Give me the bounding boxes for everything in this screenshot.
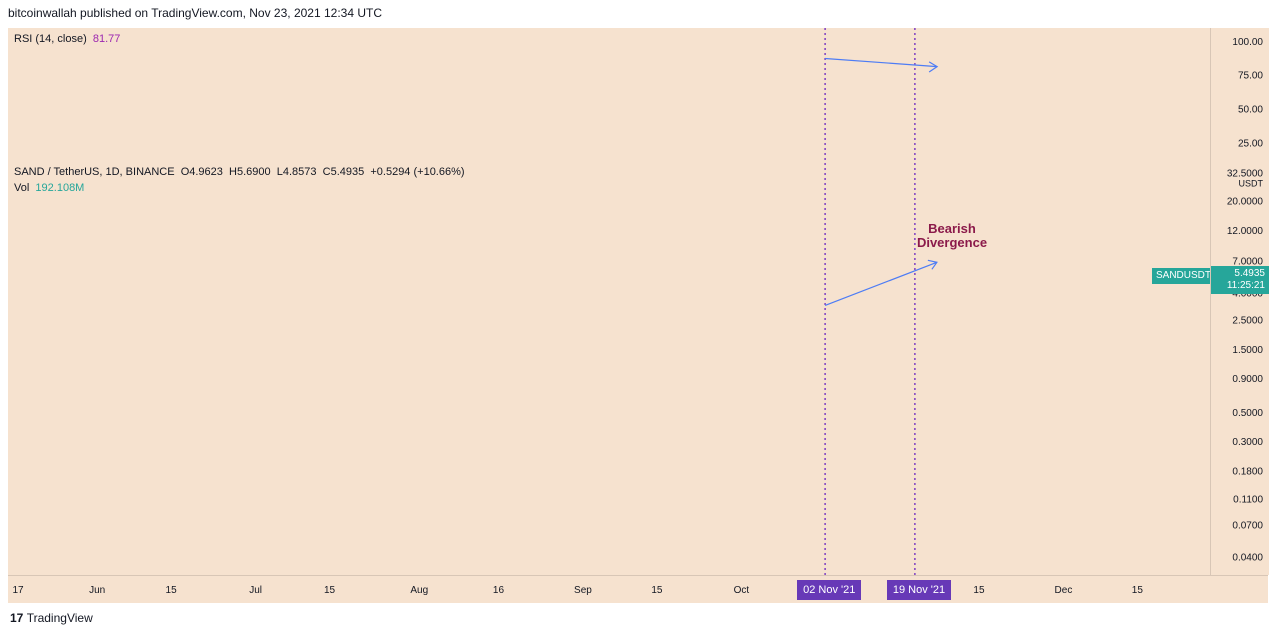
close-value: C5.4935 xyxy=(322,166,365,178)
symbol-label: SAND / TetherUS, 1D, BINANCE xyxy=(14,166,175,178)
annotation-line1: Bearish xyxy=(928,221,976,236)
rsi-legend[interactable]: RSI (14, close) 81.77 xyxy=(14,33,120,45)
publisher-header: bitcoinwallah published on TradingView.c… xyxy=(8,6,383,20)
price-axis-tick: 0.3000 xyxy=(1232,437,1263,448)
low-value: L4.8573 xyxy=(276,166,317,178)
price-axis-tick: 0.5000 xyxy=(1232,408,1263,419)
rsi-legend-value: 81.77 xyxy=(92,33,121,45)
time-axis-tick: 15 xyxy=(1132,585,1144,596)
time-axis-tick: Jun xyxy=(89,585,105,596)
countdown-value: 11:25:21 xyxy=(1226,279,1265,291)
vol-label: Vol xyxy=(14,182,30,194)
vol-legend[interactable]: Vol 192.108M xyxy=(14,182,84,194)
time-axis-tick: Sep xyxy=(574,585,592,596)
rsi-axis-tick: 75.00 xyxy=(1238,71,1263,82)
chart-frame[interactable]: RSI (14, close) 81.77 SAND / TetherUS, 1… xyxy=(8,28,1216,575)
rsi-divergence-arrow xyxy=(825,57,938,68)
overlay-layer xyxy=(824,28,939,575)
bearish-divergence-annotation: Bearish Divergence xyxy=(906,222,998,250)
time-axis-canvas: 17Jun15Jul15Aug16Sep15Oct18Nov15Dec15 xyxy=(12,585,1144,596)
price-axis-tick: 2.5000 xyxy=(1232,316,1263,327)
open-value: O4.9623 xyxy=(180,166,223,178)
rsi-axis-tick: 50.00 xyxy=(1238,105,1263,116)
time-axis-tick: Jul xyxy=(249,585,262,596)
rsi-legend-label: RSI (14, close) xyxy=(14,33,87,45)
time-axis-tick: 15 xyxy=(166,585,178,596)
high-value: H5.6900 xyxy=(229,166,271,178)
time-axis-tick: 15 xyxy=(651,585,663,596)
chart-canvas[interactable] xyxy=(8,28,1210,575)
price-axis-tick: 12.0000 xyxy=(1227,226,1264,237)
price-axis-tick: 0.0700 xyxy=(1232,520,1263,531)
price-axis-tick: 0.0400 xyxy=(1232,553,1263,564)
price-axis-tick: 0.1100 xyxy=(1233,495,1263,506)
last-price-value: 5.4935 xyxy=(1234,267,1265,279)
price-legend[interactable]: SAND / TetherUS, 1D, BINANCE O4.9623 H5.… xyxy=(14,166,465,178)
chart-background xyxy=(8,28,1210,575)
price-arrow-head xyxy=(927,259,938,270)
time-axis[interactable]: 17Jun15Jul15Aug16Sep15Oct18Nov15Dec15 02… xyxy=(8,575,1268,603)
price-axis-tick: 32.5000 xyxy=(1227,169,1264,180)
last-price-tag: 5.4935 11:25:21 xyxy=(1211,265,1269,294)
time-axis-tick: 15 xyxy=(324,585,336,596)
rsi-axis-tick: 100.00 xyxy=(1232,37,1263,48)
tradingview-logo-mark: 17 xyxy=(10,611,24,625)
time-axis-tick: 15 xyxy=(973,585,985,596)
rsi-arrow-head xyxy=(928,61,939,73)
change-value: +0.5294 (+10.66%) xyxy=(370,166,465,178)
price-axis-tick: 0.1800 xyxy=(1232,466,1263,477)
price-axis-canvas: 100.00 75.00 50.00 25.00 32.5000 20.0000 12.00… xyxy=(1227,37,1264,564)
time-axis-tick: Dec xyxy=(1055,585,1073,596)
price-axis-tick: 4.0000 xyxy=(1232,289,1263,300)
time-axis-tick: 17 xyxy=(12,585,24,596)
tradingview-logo[interactable]: 17 TradingView xyxy=(10,611,93,625)
annotation-line2: Divergence xyxy=(916,235,988,250)
time-axis-tick: 16 xyxy=(493,585,505,596)
tradingview-logo-text: TradingView xyxy=(26,611,93,625)
time-axis-tick: Oct xyxy=(734,585,750,596)
price-axis-tick: 0.9000 xyxy=(1232,374,1263,385)
price-axis-tick: 20.0000 xyxy=(1227,197,1264,208)
time-axis-tick: Aug xyxy=(410,585,428,596)
rsi-axis-tick: 25.00 xyxy=(1238,139,1263,150)
date-marker-1: 02 Nov '21 xyxy=(797,580,862,600)
date-marker-2: 19 Nov '21 xyxy=(886,580,952,600)
vol-value: 192.108M xyxy=(35,182,85,194)
price-axis-unit: USDT xyxy=(1239,179,1264,189)
price-axis-tick: 1.5000 xyxy=(1232,345,1263,356)
symbol-price-tag: SANDUSDT xyxy=(1152,267,1216,284)
price-axis[interactable]: 100.00 75.00 50.00 25.00 32.5000 20.0000 12.00… xyxy=(1210,28,1269,575)
price-axis-tick: 7.0000 xyxy=(1232,257,1263,268)
price-divergence-arrow xyxy=(824,261,938,307)
